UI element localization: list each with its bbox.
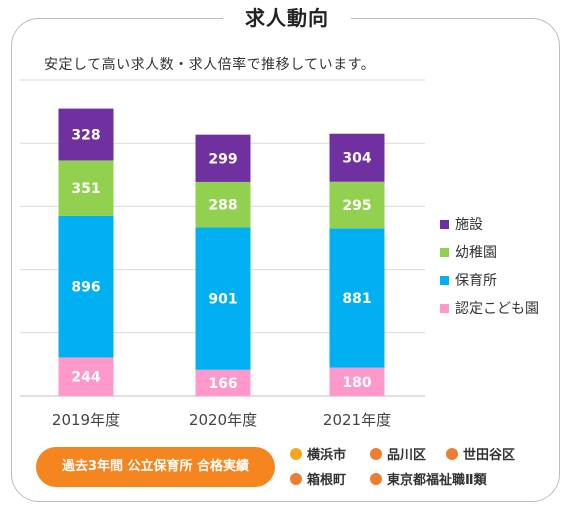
bar-segment [58, 215, 114, 358]
city-label: 箱根町 [307, 473, 347, 488]
legend: 施設 幼稚園 保育所 認定こども園 [440, 210, 539, 322]
city-item: 世田谷区 [446, 444, 515, 463]
bar-segment [195, 134, 251, 182]
bar-segment [195, 227, 251, 370]
legend-swatch [440, 275, 449, 285]
city-item: 東京都福祉職Ⅱ類 [370, 469, 487, 488]
data-label: 295 [342, 198, 371, 214]
city-item: 横浜市 [290, 444, 346, 463]
bar-segment [58, 108, 114, 161]
x-tick-label: 2021年度 [323, 411, 391, 429]
city-label: 横浜市 [307, 448, 347, 463]
legend-label: 保育所 [455, 273, 497, 289]
bullet-dot-icon [370, 447, 382, 460]
bar-segment [58, 160, 114, 216]
legend-swatch [440, 303, 449, 313]
bar-segment [58, 357, 114, 396]
chart-subtitle: 安定して高い求人数・求人倍率で推移しています。 [44, 57, 376, 73]
legend-item-hoikusho: 保育所 [440, 266, 539, 294]
bar-segment [329, 133, 385, 182]
results-pill: 過去3年間 公立保育所 合格実績 [36, 447, 275, 487]
page-title: 求人動向 [245, 6, 329, 30]
data-label: 288 [208, 198, 237, 214]
legend-item-youchien: 幼稚園 [440, 238, 539, 266]
bar-segment [329, 367, 385, 396]
bar-segment [195, 181, 251, 228]
legend-label: 幼稚園 [455, 245, 497, 261]
legend-swatch [440, 247, 449, 257]
data-label: 304 [342, 151, 371, 167]
data-label: 328 [71, 128, 100, 144]
bar-segment [329, 181, 385, 229]
bar-segment [195, 369, 251, 396]
bullet-dot-icon [290, 447, 302, 460]
data-label: 901 [208, 292, 237, 308]
data-label: 180 [342, 375, 371, 391]
data-label: 896 [71, 280, 100, 296]
legend-label: 認定こども園 [455, 301, 539, 317]
city-item: 品川区 [370, 444, 426, 463]
data-label: 166 [208, 376, 237, 392]
bar-segment [329, 228, 385, 368]
x-tick-label: 2020年度 [189, 411, 257, 429]
legend-item-shisetsu: 施設 [440, 210, 539, 238]
x-tick-label: 2019年度 [52, 411, 120, 429]
data-label: 881 [342, 291, 371, 307]
city-label: 世田谷区 [463, 448, 516, 463]
data-label: 351 [71, 181, 100, 197]
legend-label: 施設 [455, 217, 483, 233]
legend-swatch [440, 219, 449, 229]
bullet-dot-icon [446, 447, 458, 460]
bullet-dot-icon [290, 472, 302, 485]
city-item: 箱根町 [290, 469, 346, 488]
city-label: 東京都福祉職Ⅱ類 [387, 473, 487, 488]
bullet-dot-icon [370, 472, 382, 485]
city-label: 品川区 [387, 448, 427, 463]
data-label: 299 [208, 151, 237, 167]
title-container: 求人動向 [223, 2, 351, 34]
data-label: 244 [71, 370, 100, 386]
legend-item-nintei: 認定こども園 [440, 294, 539, 322]
